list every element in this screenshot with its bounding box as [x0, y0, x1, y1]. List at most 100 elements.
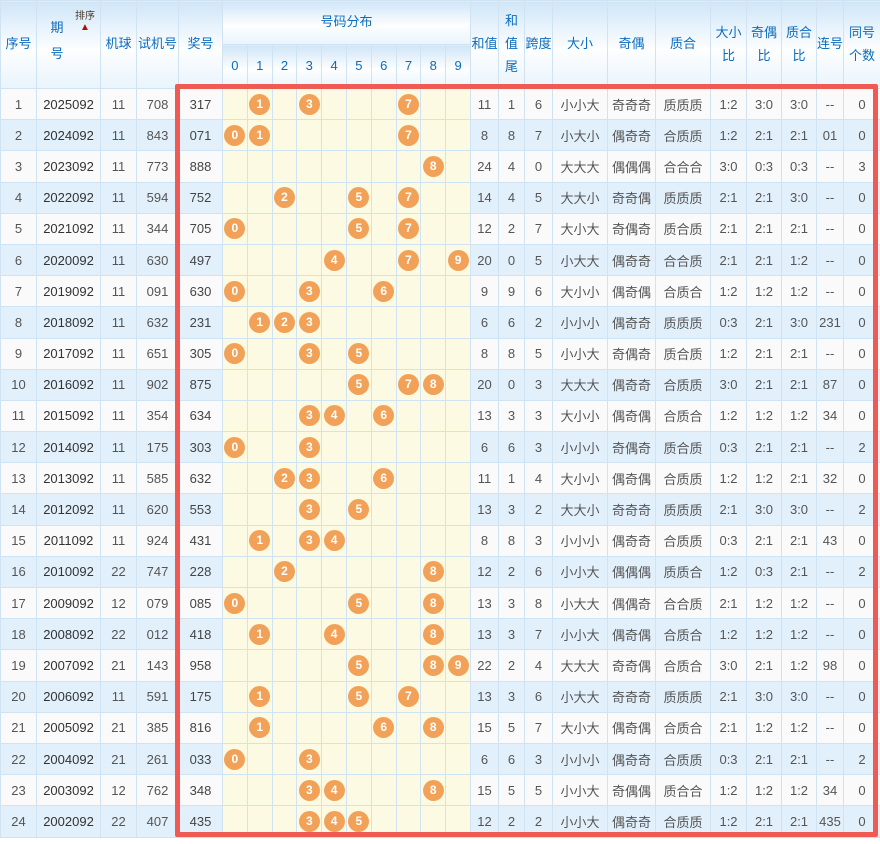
distribution-cell [271, 493, 298, 526]
table-row: 1 2025092 11 708 317 1 3 7 11 1 6 小小大 奇奇奇 质质质 1:2 3:0 3:… [0, 87, 880, 121]
distribution-cell: 3 [296, 337, 323, 370]
size-cell: 大小小 [552, 275, 609, 308]
distribution-cell [445, 119, 472, 152]
period-cell: 2003092 [36, 774, 101, 807]
distribution-cell [345, 524, 372, 557]
number-ball: 0 [224, 592, 246, 614]
distribution-cell [395, 649, 422, 682]
winning-number-cell: 303 [178, 431, 223, 464]
distribution-cell [321, 586, 347, 620]
size-ratio-cell: 0:3 [710, 742, 748, 776]
test-number-cell: 747 [136, 555, 179, 589]
col-header-same-count: 同号个数 [843, 0, 880, 89]
distribution-cell: 8 [420, 711, 447, 744]
distribution-cell [370, 586, 397, 620]
distribution-cell [222, 805, 248, 838]
sum-tail-cell: 1 [498, 87, 526, 121]
sum-cell: 20 [470, 243, 500, 277]
same-count-cell: 0 [843, 805, 880, 838]
distribution-cell [370, 524, 397, 557]
parity-cell: 偶奇偶 [607, 462, 657, 495]
distribution-cell [445, 431, 472, 464]
table-row: 21 2005092 21 385 816 1 6 8 15 5 7 大小大 偶奇偶 合质合 2:1 1:2 1… [0, 711, 880, 744]
distribution-cell: 1 [246, 306, 273, 339]
table-row: 8 2018092 11 632 231 1 2 3 6 6 2 小小小 偶奇奇 质质质 0:3 2:1 3:0… [0, 306, 880, 339]
number-ball: 5 [348, 654, 370, 676]
same-count-cell: 0 [843, 119, 880, 152]
size-ratio-cell: 1:2 [710, 275, 748, 308]
distribution-cell: 2 [271, 181, 298, 214]
distribution-cell [271, 212, 298, 245]
size-ratio-cell: 3:0 [710, 150, 748, 183]
sum-tail-cell: 8 [498, 524, 526, 557]
winning-number-cell: 431 [178, 524, 223, 557]
parity-cell: 奇奇奇 [607, 493, 657, 526]
distribution-cell [271, 774, 298, 807]
distribution-cell [395, 586, 422, 620]
digit-column-header: 9 [445, 44, 472, 89]
prime-cell: 合质合 [655, 711, 712, 744]
test-number-cell: 651 [136, 337, 179, 370]
distribution-cell [321, 649, 347, 682]
col-header-period[interactable]: 期号 排序 ▲ [36, 0, 101, 89]
test-number-cell: 591 [136, 680, 179, 713]
machine-ball-cell: 11 [100, 462, 137, 495]
distribution-cell [345, 774, 372, 807]
distribution-cell [395, 524, 422, 557]
table-row: 24 2002092 22 407 435 3 4 5 12 2 2 小小大 偶奇奇 合质质 1:2 2:1 2… [0, 805, 880, 838]
consecutive-cell: -- [816, 680, 845, 713]
sort-control[interactable]: 排序 ▲ [73, 11, 97, 33]
distribution-cell [395, 431, 422, 464]
distribution-cell [395, 150, 422, 183]
prime-ratio-cell: 2:1 [781, 742, 818, 776]
consecutive-cell: 231 [816, 306, 845, 339]
period-cell: 2011092 [36, 524, 101, 557]
size-ratio-cell: 0:3 [710, 524, 748, 557]
distribution-cell: 8 [420, 368, 447, 401]
same-count-cell: 3 [843, 150, 880, 183]
number-ball: 2 [273, 311, 295, 333]
sum-cell: 14 [470, 181, 500, 214]
winning-number-cell: 317 [178, 87, 223, 121]
parity-ratio-cell: 2:1 [746, 742, 783, 776]
sort-up-arrow-icon: ▲ [80, 22, 90, 33]
same-count-cell: 0 [843, 711, 880, 744]
distribution-cell [296, 618, 323, 651]
sum-cell: 15 [470, 711, 500, 744]
span-cell: 3 [524, 742, 554, 776]
distribution-cell [246, 368, 273, 401]
distribution-cell: 4 [321, 805, 347, 838]
consecutive-cell: -- [816, 742, 845, 776]
prime-ratio-cell: 2:1 [781, 555, 818, 589]
distribution-cell: 3 [296, 524, 323, 557]
machine-ball-cell: 11 [100, 87, 137, 121]
prime-cell: 合质合 [655, 618, 712, 651]
same-count-cell: 0 [843, 243, 880, 277]
number-ball: 3 [298, 343, 320, 365]
distribution-cell [445, 399, 472, 433]
span-cell: 3 [524, 524, 554, 557]
table-row: 23 2003092 12 762 348 3 4 8 15 5 5 小小大 奇偶偶 质合合 1:2 1:2 1… [0, 774, 880, 807]
distribution-cell [246, 586, 273, 620]
sum-tail-cell: 4 [498, 150, 526, 183]
distribution-cell [370, 337, 397, 370]
distribution-cell: 8 [420, 586, 447, 620]
distribution-cell [370, 243, 397, 277]
prime-cell: 合质质 [655, 742, 712, 776]
test-number-cell: 594 [136, 181, 179, 214]
distribution-cell: 1 [246, 524, 273, 557]
prime-cell: 质质质 [655, 680, 712, 713]
table-row: 13 2013092 11 585 632 2 3 6 11 1 4 大小小 偶奇偶 合质质 1:2 1:2 2… [0, 462, 880, 495]
distribution-cell: 4 [321, 399, 347, 433]
serial-cell: 3 [0, 150, 37, 183]
size-cell: 小小大 [552, 555, 609, 589]
distribution-cell: 7 [395, 368, 422, 401]
distribution-cell [345, 555, 372, 589]
distribution-cell: 7 [395, 680, 422, 713]
machine-ball-cell: 11 [100, 181, 137, 214]
size-ratio-cell: 1:2 [710, 774, 748, 807]
sum-cell: 11 [470, 462, 500, 495]
sum-cell: 11 [470, 87, 500, 121]
distribution-cell [345, 431, 372, 464]
parity-ratio-cell: 3:0 [746, 87, 783, 121]
